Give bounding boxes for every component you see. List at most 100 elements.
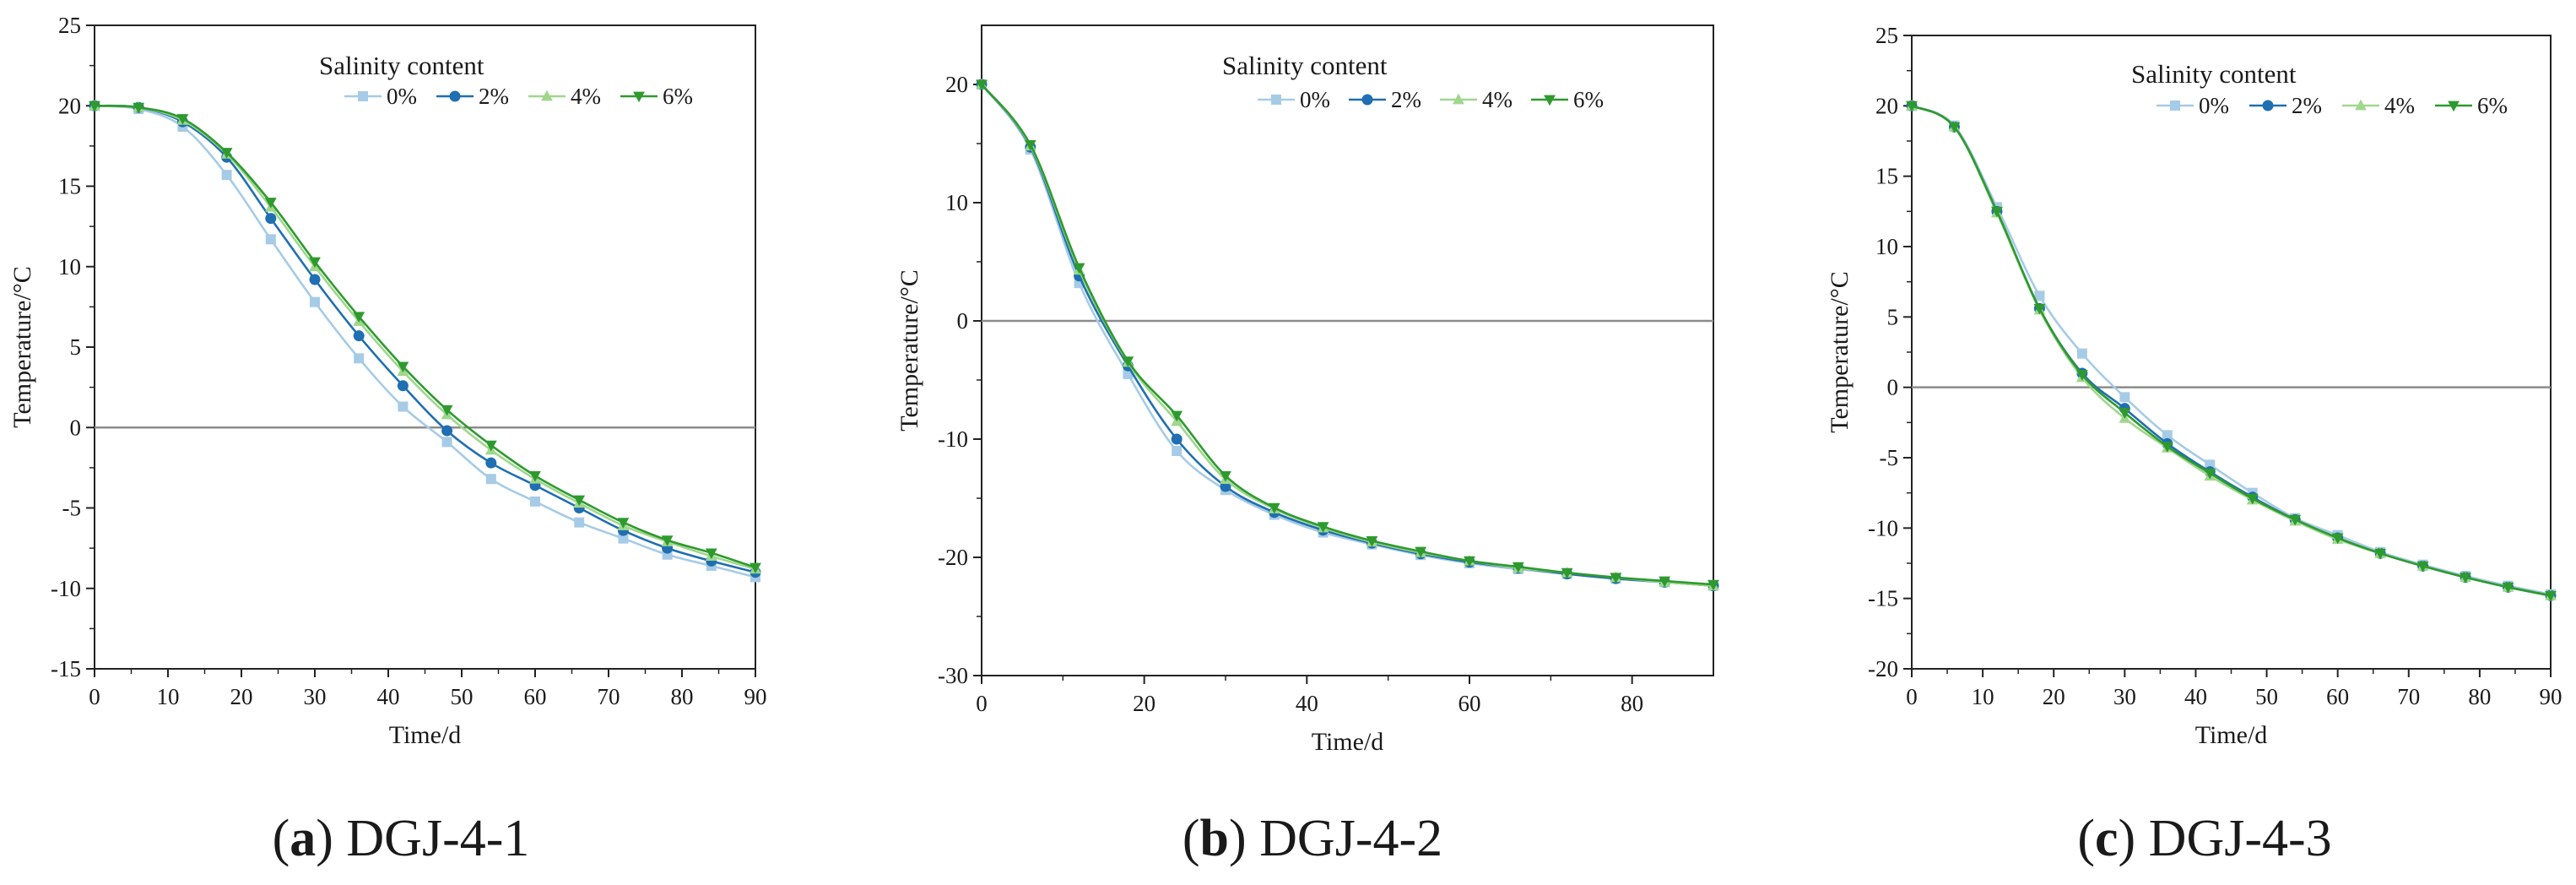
x-axis-label: Time/d — [2195, 721, 2268, 749]
data-point — [354, 353, 365, 364]
x-tick-label: 40 — [377, 684, 400, 709]
legend-label: 0% — [2199, 93, 2229, 118]
data-point — [265, 234, 276, 245]
data-point — [441, 404, 453, 416]
y-tick-label: 10 — [58, 254, 81, 280]
y-tick-label: -20 — [938, 545, 968, 570]
data-point — [221, 170, 232, 181]
caption-open-paren: ( — [2077, 810, 2095, 867]
data-point — [573, 495, 586, 507]
y-tick-label: -5 — [1880, 445, 1899, 470]
data-point — [353, 312, 365, 323]
data-point — [485, 474, 496, 485]
y-tick-label: 0 — [957, 308, 969, 334]
legend-marker — [1271, 95, 1281, 105]
data-point — [529, 471, 541, 482]
legend-marker — [358, 91, 368, 101]
x-tick-label: 90 — [744, 684, 767, 709]
data-point — [1991, 206, 2003, 218]
caption-open-paren: ( — [1182, 810, 1200, 867]
data-point — [1317, 522, 1329, 533]
legend-label: 2% — [2292, 93, 2322, 118]
data-point — [1073, 263, 1085, 274]
legend-label: 2% — [1391, 87, 1421, 112]
data-point — [1171, 410, 1183, 422]
panel-caption: (c) DGJ-4-3 — [2077, 810, 2331, 867]
data-point — [1659, 576, 1671, 588]
caption-name: DGJ-4-3 — [2149, 810, 2332, 867]
x-tick-label: 70 — [598, 684, 620, 709]
series-line — [980, 84, 1714, 587]
y-axis-label: Temperature/°C — [8, 266, 36, 427]
data-point — [2289, 514, 2302, 526]
legend-label: 0% — [387, 84, 417, 109]
data-point — [441, 425, 453, 437]
series-line — [980, 84, 1714, 587]
data-point — [1220, 471, 1231, 482]
series-line — [1911, 105, 2552, 597]
legend-marker — [2262, 100, 2274, 111]
caption-close-paren: ) — [1229, 810, 1259, 867]
x-tick-label: 20 — [2043, 684, 2065, 709]
legend-marker — [1361, 94, 1373, 106]
data-point — [353, 330, 365, 342]
legend-label: 2% — [479, 84, 509, 109]
x-axis-label: Time/d — [389, 721, 462, 749]
series-2pct — [89, 100, 761, 578]
legend-marker — [449, 90, 461, 102]
data-point — [2246, 493, 2259, 505]
data-point — [265, 213, 277, 225]
caption-close-paren: ) — [316, 810, 346, 867]
x-tick-label: 50 — [451, 684, 474, 709]
series-4pct — [976, 78, 1719, 590]
data-point — [309, 257, 321, 269]
legend: Salinity content 0% 2% 4% 6% — [2131, 59, 2508, 118]
legend-marker — [2355, 99, 2367, 111]
data-point — [574, 517, 585, 528]
panel-caption: (b) DGJ-4-2 — [1182, 810, 1442, 867]
legend-label: 6% — [663, 84, 693, 109]
data-point — [2502, 582, 2514, 594]
legend-title: Salinity content — [319, 51, 484, 80]
data-point — [309, 274, 321, 285]
legend-marker — [1453, 93, 1464, 105]
y-tick-label: -10 — [1868, 515, 1898, 540]
chart-panel-c: 0 10 20 30 40 50 60 70 80 90 -20 -15 -10 -5 0 5 10 15 20 25… — [1826, 23, 2562, 867]
panel-caption: (a) DGJ-4-1 — [273, 810, 530, 867]
data-point — [705, 548, 717, 560]
series-line — [980, 84, 1714, 587]
data-point — [2331, 533, 2344, 545]
series-0pct — [977, 79, 1718, 591]
data-point — [1464, 556, 1475, 567]
data-point — [661, 535, 674, 546]
y-tick-label: 5 — [1887, 304, 1899, 329]
data-point — [2161, 442, 2173, 453]
data-point — [1610, 573, 1622, 584]
legend-marker — [2448, 100, 2460, 112]
data-point — [1172, 446, 1182, 456]
data-point — [1707, 579, 1719, 591]
y-axis-label: Temperature/°C — [896, 269, 923, 431]
series-line — [94, 104, 756, 573]
caption-letter: c — [2095, 810, 2119, 867]
series-0pct — [89, 100, 760, 583]
x-axis-label: Time/d — [1312, 728, 1384, 756]
caption-name: DGJ-4-2 — [1259, 810, 1442, 867]
x-tick-label: 30 — [2113, 684, 2136, 709]
series-line — [94, 105, 756, 578]
caption-open-paren: ( — [273, 810, 290, 867]
x-tick-label: 20 — [230, 684, 253, 709]
x-tick-label: 60 — [1458, 691, 1481, 716]
data-point — [441, 437, 452, 448]
data-point — [1415, 546, 1427, 558]
series-6pct — [1906, 100, 2557, 602]
y-tick-label: 15 — [58, 174, 81, 199]
data-point — [176, 114, 189, 125]
x-tick-label: 90 — [2540, 684, 2562, 709]
data-point — [618, 533, 629, 544]
y-tick-label: -20 — [1868, 656, 1898, 681]
legend: Salinity content 0% 2% 4% 6% — [319, 51, 693, 109]
caption-letter: b — [1200, 810, 1229, 867]
x-tick-label: 20 — [1133, 691, 1155, 716]
legend-title: Salinity content — [2131, 59, 2297, 89]
